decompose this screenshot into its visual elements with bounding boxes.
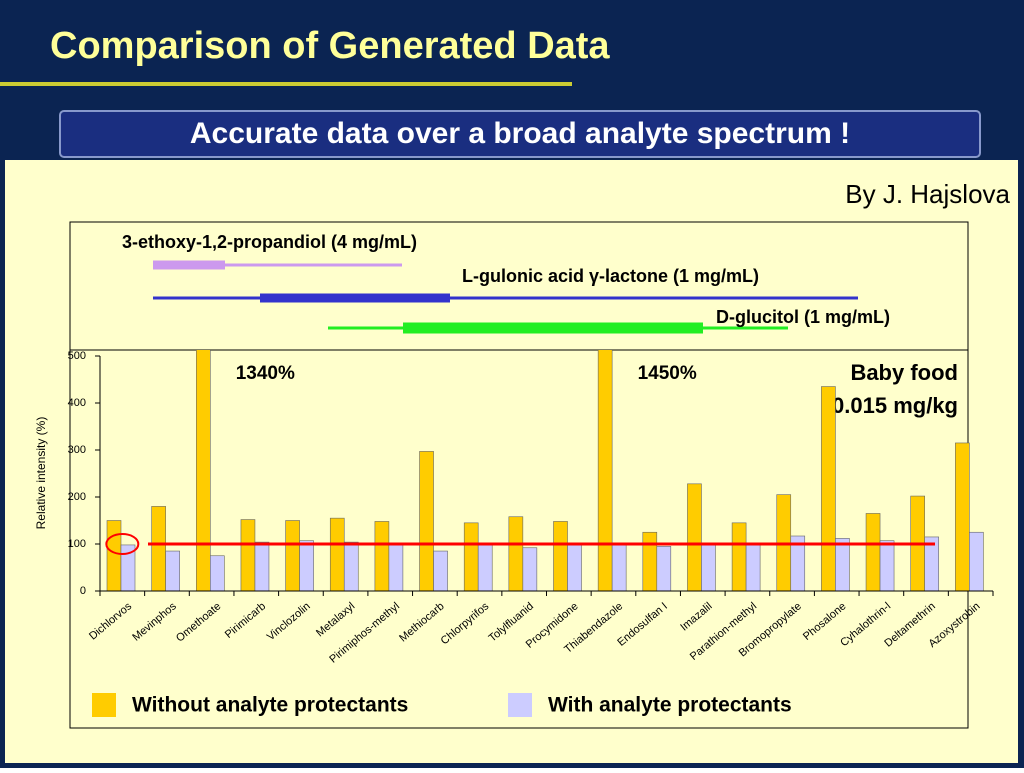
bar [374,521,390,591]
bar [120,544,136,591]
bar [835,538,850,591]
annotation: 0.015 mg/kg [832,393,958,418]
highlight-circle [105,533,140,555]
y-tick-label: 200 [68,491,86,503]
bar [477,543,493,591]
bar [151,506,166,591]
bar [210,555,225,591]
bar [567,543,582,591]
bar [240,519,256,591]
annotation: Baby food [850,360,958,385]
range-label: 3-ethoxy-1,2-propandiol (4 mg/mL) [122,232,417,252]
bar [508,516,524,591]
subtitle-box [59,110,981,158]
bar [955,442,970,591]
bar [165,550,180,591]
range-label: L-gulonic acid γ-lactone (1 mg/mL) [462,266,759,286]
bar [553,521,568,591]
bar [790,535,806,591]
bar [254,541,270,591]
bar [687,483,702,591]
bar [299,540,314,591]
bar [388,543,404,591]
bar [656,546,672,591]
bar [969,531,984,591]
bars [106,350,984,591]
bar [329,517,345,591]
bar [879,540,895,591]
value-label: 1450% [638,363,697,384]
y-tick-label: 500 [68,350,86,362]
bar [611,543,627,591]
y-axis-label: Relative intensity (%) [34,417,48,530]
bar [463,522,479,591]
bar [865,513,881,591]
bar [745,543,761,591]
legend-swatch [92,693,116,717]
bar [343,541,359,591]
y-tick-label: 0 [80,585,86,597]
bar [522,547,538,591]
bar [924,536,940,591]
y-tick-label: 400 [68,397,86,409]
value-label: 1340% [236,363,295,384]
bar [433,550,448,591]
range-label: D-glucitol (1 mg/mL) [716,307,890,327]
slide-title: Comparison of Generated Data [50,25,610,67]
legend-label: Without analyte protectants [132,694,408,717]
bar [821,386,836,591]
bar [701,543,716,591]
legend-swatch [508,693,532,717]
bar [642,531,658,591]
y-tick-label: 300 [68,444,86,456]
legend-label: With analyte protectants [548,694,792,717]
bar [419,451,434,591]
author: By J. Hajslova [845,179,1010,209]
title-underline [0,82,572,86]
bar [597,350,613,591]
subtitle: Accurate data over a broad analyte spect… [190,117,850,150]
bar [106,520,122,591]
bar [731,522,747,591]
bar [285,520,300,591]
y-tick-label: 100 [68,538,86,550]
